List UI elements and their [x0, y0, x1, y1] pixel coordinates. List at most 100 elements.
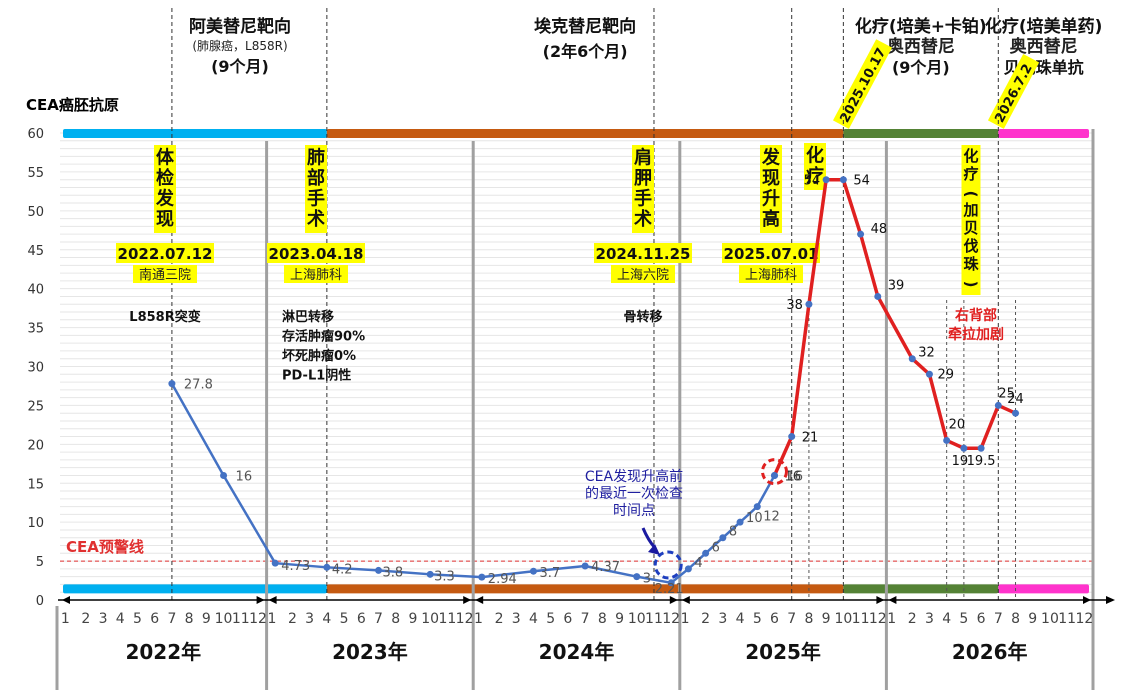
event-note: 坏死肿瘤0%	[282, 348, 356, 364]
event-label-char: 加	[962, 201, 978, 219]
data-point	[220, 471, 228, 479]
event-date-bg	[594, 243, 692, 263]
data-point	[271, 559, 279, 567]
data-point	[1012, 409, 1020, 417]
phase-start-tag-bg	[832, 39, 893, 129]
x-month-tick: 11	[438, 611, 456, 627]
data-point	[684, 565, 692, 573]
data-label: 32	[918, 346, 935, 361]
data-point	[581, 562, 589, 570]
event-label-char: 肩	[634, 147, 652, 169]
phase-subtitle: (肺腺癌，L858R)	[192, 38, 287, 53]
phase-subtitle: 奥西替尼	[1010, 36, 1078, 57]
x-month-tick: 5	[959, 611, 968, 627]
data-point	[736, 518, 744, 526]
x-month-tick: 1	[887, 611, 896, 627]
data-point	[529, 567, 537, 575]
x-axis: 1 2 3 4 5 6 7 8 9 10 11 12 1 2 3 4 5 6 7 8 9 10 11 12 1 2 3 4 5 6 7 8 9 1…	[58, 596, 1115, 664]
phase-duration: (9个月)	[892, 58, 950, 77]
event-note: 骨转移	[623, 309, 662, 325]
event-date-bg	[722, 243, 820, 263]
event-label-char: 发	[155, 188, 175, 210]
x-month-tick: 8	[391, 611, 400, 627]
data-point	[839, 176, 847, 184]
x-month-tick: 8	[185, 611, 194, 627]
warning-line-label: CEA预警线	[66, 538, 144, 556]
data-label: 4.2	[332, 562, 353, 577]
x-month-tick: 7	[167, 611, 176, 627]
event-place-bg	[133, 265, 197, 283]
data-label: 16	[784, 469, 801, 484]
data-label: 6	[712, 540, 720, 555]
event-note: PD-L1阴性	[282, 368, 351, 384]
event-label-bg	[961, 145, 981, 295]
x-month-tick: 3	[512, 611, 521, 627]
x-month-tick: 9	[1028, 611, 1037, 627]
x-month-tick: 5	[546, 611, 555, 627]
x-month-tick: 12	[456, 611, 474, 627]
x-month-tick: 6	[977, 611, 986, 627]
event-note: 存活肿瘤90%	[282, 329, 365, 345]
phase-band-bottom	[843, 584, 999, 594]
x-month-tick: 10	[628, 611, 646, 627]
highlight-circle	[760, 458, 788, 486]
event-place: 上海肺科	[290, 268, 342, 283]
x-month-tick: 5	[133, 611, 142, 627]
x-month-tick: 4	[529, 611, 538, 627]
data-point	[753, 503, 761, 511]
event-label-bg	[154, 145, 176, 233]
x-month-tick: 10	[834, 611, 852, 627]
y-tick-label: 30	[27, 361, 44, 376]
x-month-tick: 1	[61, 611, 70, 627]
x-month-tick: 7	[787, 611, 796, 627]
phase-title: 化疗(培美单药)	[985, 16, 1103, 37]
x-month-tick: 1	[267, 611, 276, 627]
x-axis-arrow	[1106, 596, 1115, 604]
data-point	[702, 549, 710, 557]
phase-band-top	[998, 129, 1089, 138]
phase-title: 阿美替尼靶向	[189, 16, 291, 37]
x-axis-arrow	[256, 596, 265, 604]
phase-band-bottom	[326, 584, 844, 594]
event-label-char: 化	[963, 147, 978, 165]
x-year-label: 2024年	[539, 640, 615, 664]
x-month-tick: 10	[1041, 611, 1059, 627]
data-point	[874, 292, 882, 300]
y-tick-label: 40	[27, 283, 44, 298]
event-label-char: 发	[761, 147, 781, 169]
data-point	[994, 401, 1002, 409]
grid-lines: CEA预警线	[60, 132, 1093, 593]
y-tick-label: 55	[27, 166, 44, 181]
x-axis-arrow	[475, 596, 484, 604]
x-month-tick: 9	[408, 611, 417, 627]
event-date-bg	[116, 243, 214, 263]
event-label-char: 伐	[963, 237, 978, 255]
data-label: 3.8	[383, 565, 404, 580]
event-label-char: 肺	[307, 148, 325, 169]
event-label-char: 升	[762, 189, 780, 210]
event-label-char: (	[962, 191, 980, 198]
x-month-tick: 4	[116, 611, 125, 627]
x-month-tick: 9	[615, 611, 624, 627]
y-tick-label: 15	[27, 477, 44, 492]
x-month-tick: 8	[804, 611, 813, 627]
y-tick-label: 35	[27, 322, 44, 337]
phase-duration: (2年6个月)	[543, 42, 628, 61]
x-axis-arrow	[888, 596, 897, 604]
x-axis-arrow	[463, 596, 472, 604]
y-tick-label: 5	[36, 555, 44, 570]
data-series: 27.8 16 4.73 4.2 3.8 3.3 2.94 3.7 4.37 3 2.21 468 10…	[168, 174, 1024, 597]
x-month-tick: 2	[495, 611, 504, 627]
data-label: 24	[1007, 392, 1024, 407]
event-label-char: 现	[762, 168, 780, 189]
phase-band-bottom	[63, 584, 327, 594]
data-point	[323, 563, 331, 571]
phase-band-bottom	[998, 584, 1089, 594]
annotation-text: 时间点	[613, 503, 655, 519]
data-label: 3.7	[539, 566, 560, 581]
data-point	[633, 573, 641, 581]
data-point	[943, 436, 951, 444]
data-point	[908, 355, 916, 363]
y-axis-label: CEA癌胚抗原	[26, 96, 119, 114]
x-month-tick: 1	[474, 611, 483, 627]
